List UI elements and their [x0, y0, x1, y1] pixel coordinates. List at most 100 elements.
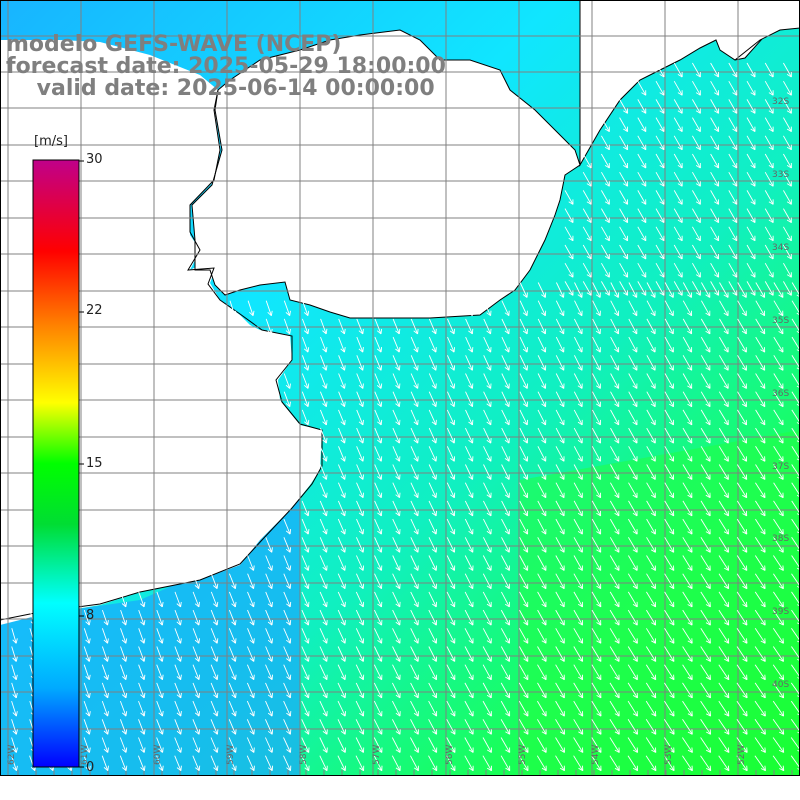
wind-arrow-shaft: [537, 464, 547, 480]
wind-arrow-shaft: [591, 755, 602, 771]
wind-arrow-shaft: [482, 719, 492, 735]
wind-arrow-shaft: [773, 555, 784, 571]
wind-arrow-shaft: [772, 700, 784, 717]
wind-arrow-head: [687, 531, 693, 535]
wind-arrow-shaft: [518, 719, 529, 735]
wind-arrow-head: [307, 310, 310, 316]
wind-arrow-shaft: [682, 500, 693, 517]
wind-arrow-head: [413, 585, 419, 590]
wind-arrow-head: [304, 421, 309, 426]
wind-arrow-head: [596, 440, 601, 444]
wind-arrow-shaft: [501, 555, 510, 571]
wind-arrow-shaft: [519, 573, 529, 589]
wind-arrow-head: [322, 421, 327, 426]
wind-arrow-shaft: [500, 628, 510, 644]
wind-arrow-shaft: [555, 737, 565, 753]
wind-arrow-head: [198, 692, 201, 698]
lat-label: 39S: [772, 607, 789, 617]
wind-arrow-head: [322, 530, 327, 535]
wind-arrow-head: [286, 603, 291, 608]
wind-arrow-shaft: [210, 700, 218, 717]
wind-arrow-shaft: [692, 153, 701, 169]
wind-arrow-head: [778, 458, 784, 462]
wind-arrow-head: [760, 440, 766, 444]
lon-label: 53W: [664, 745, 674, 765]
wind-arrow-head: [687, 385, 692, 389]
wind-arrow-shaft: [619, 171, 628, 187]
wind-arrow-shaft: [192, 664, 200, 680]
wind-arrow-shaft: [710, 117, 719, 132]
wind-arrow-shaft: [628, 464, 638, 480]
wind-arrow-head: [468, 676, 474, 681]
wind-arrow-head: [760, 458, 766, 462]
wind-arrow-head: [577, 348, 583, 353]
wind-arrow-head: [687, 294, 692, 298]
wind-arrow-head: [450, 749, 456, 753]
wind-arrow-shaft: [754, 755, 766, 771]
wind-arrow-head: [705, 731, 711, 735]
wind-arrow-shaft: [736, 628, 748, 644]
wind-arrow-shaft: [537, 318, 546, 335]
wind-arrow-shaft: [392, 609, 401, 626]
wind-arrow-head: [286, 749, 291, 753]
wind-arrow-head: [596, 731, 602, 735]
wind-arrow-shaft: [83, 755, 91, 771]
wind-arrow-shaft: [101, 755, 109, 771]
wind-arrow-head: [714, 219, 719, 223]
wind-arrow-head: [614, 512, 620, 517]
wind-arrow-shaft: [464, 537, 474, 553]
wind-arrow-shaft: [501, 591, 510, 608]
wind-arrow-head: [750, 74, 756, 78]
wind-arrow-shaft: [83, 700, 90, 717]
wind-arrow-shaft: [337, 755, 346, 771]
wind-arrow-shaft: [592, 336, 601, 353]
wind-arrow-head: [778, 713, 784, 717]
wind-arrow-shaft: [229, 300, 236, 316]
wind-arrow-shaft: [619, 244, 628, 260]
wind-arrow-shaft: [337, 591, 346, 608]
wind-arrow-head: [523, 603, 528, 608]
wind-arrow-head: [322, 676, 328, 681]
wind-arrow-head: [687, 695, 693, 699]
wind-arrow-shaft: [700, 537, 711, 553]
wind-arrow-shaft: [482, 609, 492, 626]
wind-arrow-shaft: [265, 628, 273, 644]
wind-arrow-head: [523, 494, 528, 499]
wind-arrow-shaft: [645, 646, 657, 662]
wind-arrow-head: [614, 403, 619, 408]
wind-arrow-head: [358, 421, 364, 426]
wind-arrow-shaft: [664, 300, 674, 316]
wind-arrow-shaft: [465, 318, 473, 335]
wind-arrow-head: [413, 476, 419, 480]
wind-arrow-shaft: [392, 573, 401, 589]
wind-arrow-shaft: [483, 446, 492, 462]
wind-arrow-shaft: [582, 281, 592, 296]
wind-arrow-shaft: [773, 336, 784, 353]
wind-arrow-head: [651, 658, 656, 662]
wind-arrow-head: [614, 367, 619, 371]
wind-arrow-shaft: [682, 628, 693, 644]
wind-arrow-head: [468, 640, 474, 644]
wind-arrow-shaft: [673, 99, 683, 114]
wind-arrow-shaft: [101, 646, 109, 662]
wind-arrow-head: [413, 421, 418, 426]
wind-arrow-shaft: [564, 244, 574, 260]
wind-arrow-head: [198, 729, 201, 735]
wind-arrow-head: [180, 711, 182, 717]
wind-arrow-head: [650, 604, 656, 608]
wind-arrow-head: [714, 256, 719, 260]
wind-arrow-shaft: [537, 336, 546, 353]
wind-arrow-head: [194, 730, 200, 735]
wind-arrow-shaft: [537, 591, 547, 608]
wind-arrow-head: [523, 713, 529, 717]
wind-arrow-shaft: [728, 190, 738, 205]
wind-arrow-shaft: [755, 318, 766, 335]
wind-arrow-shaft: [519, 500, 528, 517]
wind-arrow-shaft: [555, 609, 565, 626]
wind-arrow-head: [322, 330, 327, 335]
wind-arrow-head: [669, 513, 674, 517]
wind-arrow-head: [12, 675, 17, 681]
wind-arrow-shaft: [718, 555, 729, 571]
wind-arrow-shaft: [228, 573, 236, 589]
wind-arrow-head: [234, 310, 237, 316]
